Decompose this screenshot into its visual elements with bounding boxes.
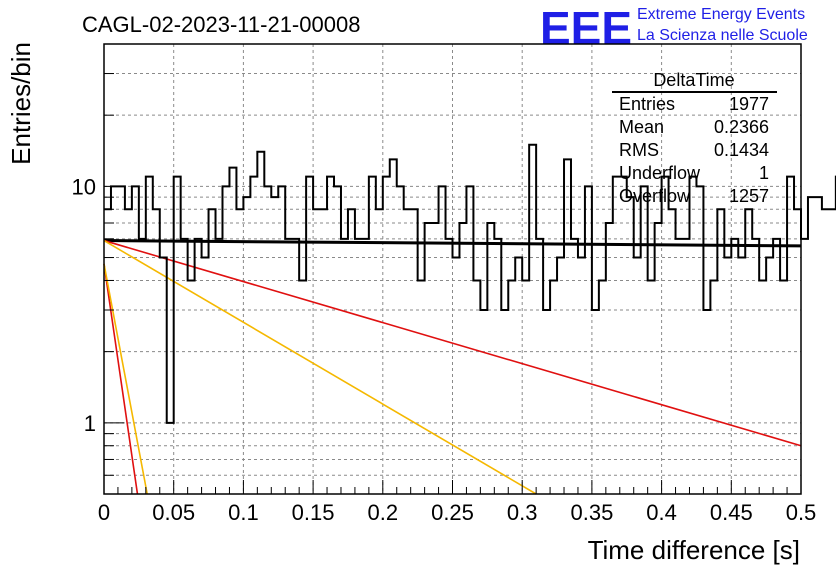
x-tick-label: 0.05 xyxy=(152,500,195,525)
fit-curve-2 xyxy=(103,239,537,495)
eee-logo: EEE Extreme Energy Events La Scienza nel… xyxy=(540,2,808,54)
histogram-bins xyxy=(104,143,836,424)
grid xyxy=(104,43,801,495)
stats-box: DeltaTime Entries 1977 Mean 0.2366 RMS 0.1434… xyxy=(612,70,777,206)
stats-value-rms: 0.1434 xyxy=(714,140,769,160)
stats-label-overflow: Overflow xyxy=(619,186,691,206)
stats-label-rms: RMS xyxy=(619,140,659,160)
y-axis-label: Entries/bin xyxy=(6,42,36,165)
x-tick-label: 0.35 xyxy=(570,500,613,525)
stats-value-overflow: 1257 xyxy=(729,186,769,206)
x-tick-label: 0.15 xyxy=(292,500,335,525)
x-tick-label: 0 xyxy=(98,500,110,525)
eee-logo-mark: EEE xyxy=(540,2,632,54)
stats-label-underflow: Underflow xyxy=(619,163,701,183)
stats-value-entries: 1977 xyxy=(729,94,769,114)
y-tick-labels: 1 10 xyxy=(72,174,96,435)
x-tick-label: 0.4 xyxy=(646,500,677,525)
y-tick-label: 1 xyxy=(84,411,96,436)
x-axis-label: Time difference [s] xyxy=(588,535,800,565)
stats-title: DeltaTime xyxy=(653,70,734,90)
x-tick-label: 0.5 xyxy=(786,500,817,525)
stats-value-underflow: 1 xyxy=(759,163,769,183)
x-tick-label: 0.25 xyxy=(431,500,474,525)
axis-ticks xyxy=(103,43,802,495)
y-tick-label: 10 xyxy=(72,174,96,199)
x-tick-label: 0.2 xyxy=(368,500,399,525)
chart-title: CAGL-02-2023-11-21-00008 xyxy=(82,12,360,37)
x-tick-label: 0.3 xyxy=(507,500,538,525)
fit-curve-1 xyxy=(103,239,802,447)
fit-curve-4 xyxy=(103,263,148,495)
stats-label-entries: Entries xyxy=(619,94,675,114)
logo-line-1: Extreme Energy Events xyxy=(637,6,805,23)
logo-line-2: La Scienza nelle Scuole xyxy=(637,27,808,44)
histogram xyxy=(104,143,836,424)
stats-label-mean: Mean xyxy=(619,117,664,137)
fit-curve-3 xyxy=(103,263,139,495)
x-tick-labels: 0 0.05 0.1 0.15 0.2 0.25 0.3 0.35 0.4 0.45 0.5 xyxy=(98,500,816,525)
x-tick-label: 0.45 xyxy=(710,500,753,525)
x-tick-label: 0.1 xyxy=(228,500,259,525)
stats-value-mean: 0.2366 xyxy=(714,117,769,137)
